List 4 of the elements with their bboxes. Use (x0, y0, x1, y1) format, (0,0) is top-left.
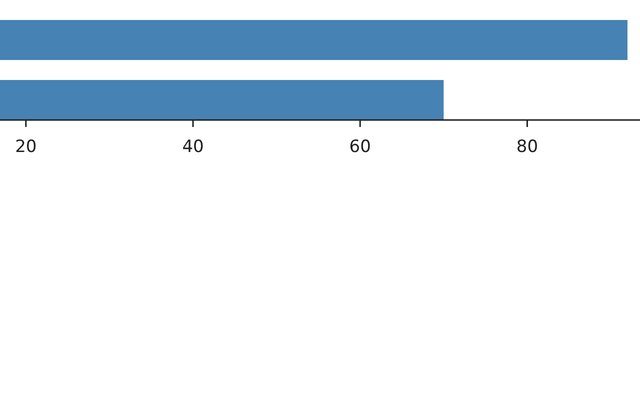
x-tick-label: 80 (516, 137, 538, 157)
x-tick-label: 60 (349, 137, 371, 157)
x-tick-label: 20 (15, 137, 37, 157)
x-tick-label: 40 (182, 137, 204, 157)
